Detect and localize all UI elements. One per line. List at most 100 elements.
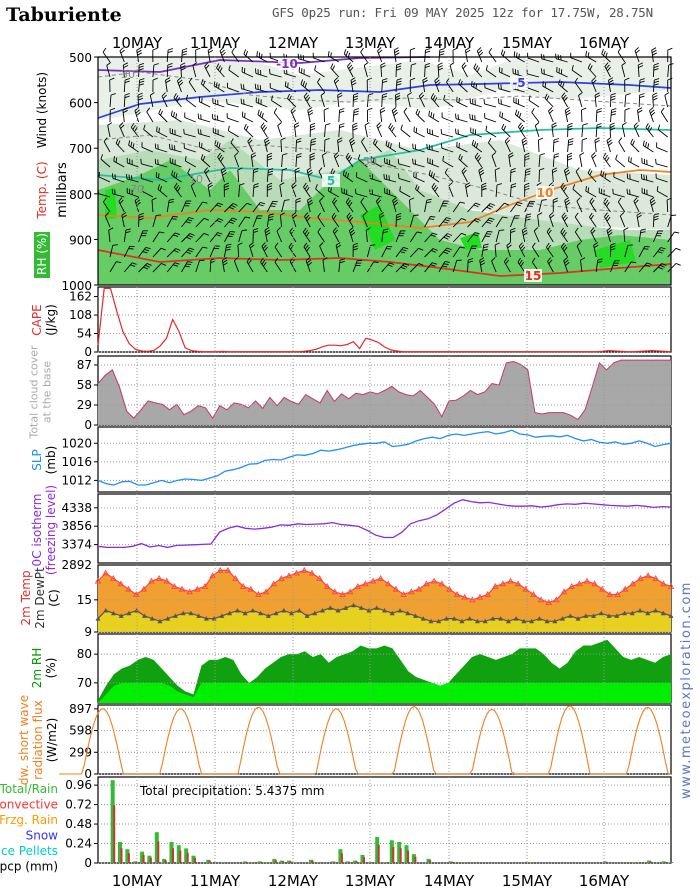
wind-barb xyxy=(209,202,219,213)
wind-barb-feather xyxy=(413,126,415,132)
wind-barb-feather xyxy=(215,82,218,88)
wind-barb-feather xyxy=(383,173,385,179)
wind-barb xyxy=(547,261,554,273)
wind-barb-feather xyxy=(606,216,611,222)
wind-barb xyxy=(657,129,668,138)
wind-barb-feather xyxy=(594,92,600,96)
wind-barb xyxy=(186,99,197,108)
pcp-conv-bar xyxy=(414,856,417,863)
wind-barb xyxy=(538,154,541,168)
rh-shade-low xyxy=(98,57,671,120)
wind-barb-feather xyxy=(144,249,150,252)
wind-barb-feather xyxy=(602,171,605,177)
wind-barb-feather xyxy=(344,171,348,177)
temp-marker xyxy=(461,593,468,600)
dew-marker xyxy=(281,608,287,613)
wind-barb-feather xyxy=(587,168,591,174)
wind-barb-feather xyxy=(337,137,343,141)
wind-barb xyxy=(335,245,340,258)
wind-barb xyxy=(157,188,168,198)
date-label-top: 14MAY xyxy=(424,34,475,52)
wind-barb-feather xyxy=(380,65,386,69)
panel-label: SLP xyxy=(30,449,44,471)
wind-barb xyxy=(306,170,311,183)
wind-barb xyxy=(266,201,274,213)
wind-barb-feather xyxy=(248,139,253,144)
wind-barb xyxy=(538,200,543,213)
wind-barb-feather xyxy=(467,260,473,264)
wind-barb-feather xyxy=(102,47,107,53)
wind-barb xyxy=(332,201,340,213)
pcp-bar xyxy=(169,841,174,863)
pressure-tick-label: 800 xyxy=(69,188,92,202)
wind-barb xyxy=(470,102,482,108)
wind-barb-feather xyxy=(447,233,453,236)
wind-barb xyxy=(548,110,554,123)
wind-barb xyxy=(579,155,583,168)
dew-marker xyxy=(645,610,651,616)
dew-marker xyxy=(343,605,349,610)
dew-marker xyxy=(521,618,527,624)
wind-barb-feather xyxy=(216,204,222,208)
wind-barb-feather xyxy=(145,264,150,268)
wind-barb-feather xyxy=(184,156,187,162)
wind-barb-feather xyxy=(520,126,525,132)
wind-barb-feather xyxy=(431,182,435,188)
wind-barb-feather xyxy=(186,236,192,240)
wind-barb-feather xyxy=(428,170,431,176)
wind-barb-feather xyxy=(443,263,449,265)
wind-barb-feather xyxy=(519,259,523,265)
wind-barb-feather xyxy=(130,141,133,147)
rh2m-label: 2m RH (%) xyxy=(30,648,58,689)
wind-barb xyxy=(212,118,225,123)
wind-barb xyxy=(103,201,111,213)
cape-line xyxy=(97,287,672,353)
wind-barb-feather xyxy=(177,77,182,82)
wind-barb-feather xyxy=(502,216,508,219)
wind-barb xyxy=(624,261,632,273)
wind-barb-feather xyxy=(600,170,603,176)
wind-barb-feather xyxy=(635,49,640,54)
wind-barb xyxy=(591,80,597,93)
wind-barb-feather xyxy=(120,124,125,129)
dew-marker xyxy=(304,613,310,618)
date-label-bottom: 15MAY xyxy=(502,872,553,890)
wind-barb xyxy=(356,176,368,183)
wind-barb-feather xyxy=(548,259,553,265)
wind-barb-feather xyxy=(202,246,208,249)
wind-barb-feather xyxy=(116,261,122,264)
date-label-top: 10MAY xyxy=(112,34,163,52)
wind-barb-feather xyxy=(352,127,358,131)
wind-barb xyxy=(438,233,448,243)
sw-label: dw. short wave radiation flux (W/m2) xyxy=(17,695,59,785)
wind-barb xyxy=(195,232,205,243)
wind-barb-feather xyxy=(553,140,559,144)
wind-barb xyxy=(424,248,434,258)
wind-barb-feather xyxy=(370,244,376,246)
wind-barb xyxy=(560,231,568,243)
wind-barb-feather xyxy=(416,231,422,234)
wind-barb xyxy=(548,215,554,228)
wind-barb xyxy=(138,263,148,273)
wind-barb-feather xyxy=(525,170,531,174)
slp-tick-label: 1020 xyxy=(61,436,92,450)
wind-barb-feather xyxy=(380,109,386,114)
wind-barb-feather xyxy=(145,246,151,250)
wind-barb-feather xyxy=(630,138,634,144)
wind-barb-feather xyxy=(216,141,219,147)
wind-barb-feather xyxy=(208,49,214,54)
dew-marker xyxy=(583,613,589,618)
wind-barb-feather xyxy=(377,47,382,52)
isotherm-line xyxy=(97,249,672,277)
wind-barb-feather xyxy=(558,79,561,85)
wind-barb xyxy=(564,110,569,123)
wind-barb xyxy=(656,190,668,198)
wind-barb-feather xyxy=(397,158,400,164)
wind-barb-feather xyxy=(561,229,566,235)
wind-barb-feather xyxy=(389,143,392,149)
wind-barb xyxy=(667,64,670,78)
wind-barb xyxy=(166,248,177,258)
wind-barb xyxy=(589,216,597,228)
wind-barb xyxy=(527,87,540,93)
wind-barb xyxy=(149,95,154,108)
